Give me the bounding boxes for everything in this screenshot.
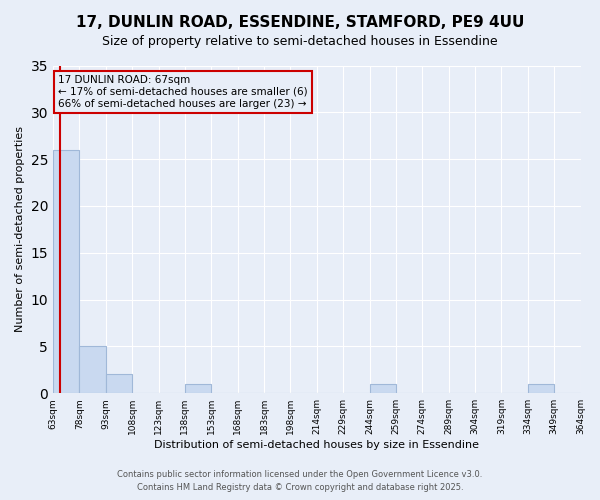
Bar	[370, 384, 396, 393]
Text: Size of property relative to semi-detached houses in Essendine: Size of property relative to semi-detach…	[102, 35, 498, 48]
Bar	[79, 346, 106, 393]
Text: 17 DUNLIN ROAD: 67sqm
← 17% of semi-detached houses are smaller (6)
66% of semi-: 17 DUNLIN ROAD: 67sqm ← 17% of semi-deta…	[58, 76, 308, 108]
X-axis label: Distribution of semi-detached houses by size in Essendine: Distribution of semi-detached houses by …	[154, 440, 479, 450]
Text: Contains public sector information licensed under the Open Government Licence v3: Contains public sector information licen…	[118, 470, 482, 479]
Bar	[528, 384, 554, 393]
Bar	[106, 374, 132, 393]
Text: 17, DUNLIN ROAD, ESSENDINE, STAMFORD, PE9 4UU: 17, DUNLIN ROAD, ESSENDINE, STAMFORD, PE…	[76, 15, 524, 30]
Bar	[185, 384, 211, 393]
Bar	[53, 150, 79, 393]
Y-axis label: Number of semi-detached properties: Number of semi-detached properties	[15, 126, 25, 332]
Text: Contains HM Land Registry data © Crown copyright and database right 2025.: Contains HM Land Registry data © Crown c…	[137, 484, 463, 492]
